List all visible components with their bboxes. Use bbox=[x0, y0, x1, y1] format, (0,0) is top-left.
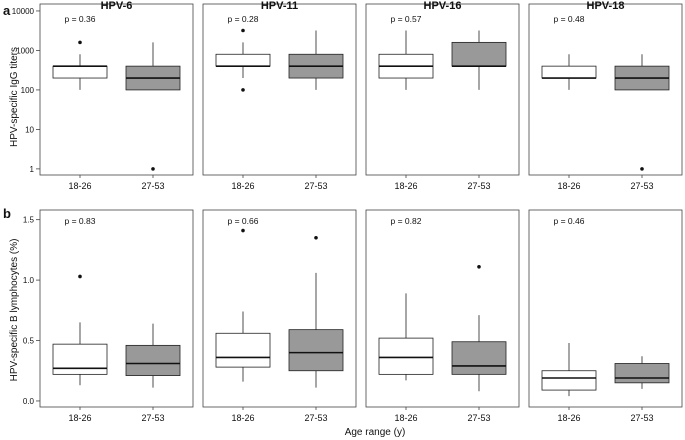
y-axis-label-b: HPV-specific B lymphocytes (%) bbox=[9, 239, 20, 382]
box-body bbox=[614, 363, 670, 384]
p-value-label: p = 0.82 bbox=[391, 216, 422, 226]
x-tick-label: 18-26 bbox=[68, 413, 91, 423]
p-value-label: p = 0.48 bbox=[554, 14, 585, 24]
outlier-point bbox=[477, 265, 481, 269]
x-tick-label: 27-53 bbox=[304, 181, 327, 191]
x-tick-label: 18-26 bbox=[557, 181, 580, 191]
box-body bbox=[215, 53, 271, 67]
y-tick-label: 10000 bbox=[12, 7, 35, 16]
outlier-point bbox=[241, 228, 245, 233]
outlier-point bbox=[241, 88, 245, 92]
y-tick-label: 1.0 bbox=[23, 276, 35, 285]
y-tick-label: 1.5 bbox=[23, 216, 35, 225]
box-body bbox=[541, 65, 597, 79]
p-value-label: p = 0.57 bbox=[391, 14, 422, 24]
y-tick-label: 0.0 bbox=[23, 397, 35, 406]
panel-a-letter: a bbox=[3, 3, 11, 18]
box-body bbox=[541, 370, 597, 391]
panel-title: HPV-11 bbox=[261, 0, 298, 12]
outlier-point bbox=[640, 167, 644, 171]
y-axis-label-a: HPV-specific IgG titers bbox=[9, 47, 20, 147]
box-body bbox=[52, 343, 108, 375]
outlier-point bbox=[151, 167, 155, 171]
box-body bbox=[451, 341, 507, 375]
panel-frame bbox=[528, 3, 683, 176]
x-tick-label: 18-26 bbox=[394, 181, 417, 191]
y-tick-label: 0.5 bbox=[23, 337, 35, 346]
x-tick-label: 27-53 bbox=[630, 181, 653, 191]
panel-frame bbox=[528, 209, 683, 408]
x-tick-label: 27-53 bbox=[304, 413, 327, 423]
outlier-point bbox=[78, 274, 82, 279]
box-body bbox=[378, 337, 434, 375]
box-body bbox=[52, 65, 108, 79]
box-body bbox=[451, 41, 507, 67]
x-axis-label: Age range (y) bbox=[345, 427, 406, 438]
panel-title: HPV-16 bbox=[424, 0, 462, 12]
outlier-point bbox=[78, 40, 82, 45]
outlier-point bbox=[241, 28, 245, 33]
outlier-point bbox=[314, 235, 318, 240]
x-tick-label: 18-26 bbox=[231, 181, 254, 191]
panel-b-letter: b bbox=[3, 206, 11, 221]
p-value-label: p = 0.66 bbox=[228, 216, 259, 226]
y-tick-label: 100 bbox=[21, 86, 35, 95]
panel-frame bbox=[365, 3, 520, 176]
p-value-label: p = 0.36 bbox=[65, 14, 96, 24]
x-tick-label: 27-53 bbox=[630, 413, 653, 423]
box-body bbox=[288, 329, 344, 372]
x-tick-label: 27-53 bbox=[467, 181, 490, 191]
x-tick-label: 18-26 bbox=[68, 181, 91, 191]
x-tick-label: 27-53 bbox=[467, 413, 490, 423]
panel-frame bbox=[365, 209, 520, 408]
x-tick-label: 27-53 bbox=[141, 413, 164, 423]
y-tick-label: 10 bbox=[25, 125, 34, 134]
p-value-label: p = 0.46 bbox=[554, 216, 585, 226]
x-tick-label: 18-26 bbox=[394, 413, 417, 423]
panel-frame bbox=[202, 3, 357, 176]
p-value-label: p = 0.28 bbox=[228, 14, 259, 24]
panel-frame bbox=[39, 209, 194, 408]
panel-title: HPV-6 bbox=[101, 0, 133, 12]
panel-frame bbox=[202, 209, 357, 408]
y-tick-label: 1000 bbox=[16, 46, 34, 55]
p-value-label: p = 0.83 bbox=[65, 216, 96, 226]
x-tick-label: 27-53 bbox=[141, 181, 164, 191]
panel-frame bbox=[39, 3, 194, 176]
y-tick-label: 1 bbox=[30, 165, 35, 174]
box-body bbox=[125, 344, 181, 376]
x-tick-label: 18-26 bbox=[557, 413, 580, 423]
panel-title: HPV-18 bbox=[587, 0, 625, 12]
x-tick-label: 18-26 bbox=[231, 413, 254, 423]
box-body bbox=[215, 332, 271, 368]
